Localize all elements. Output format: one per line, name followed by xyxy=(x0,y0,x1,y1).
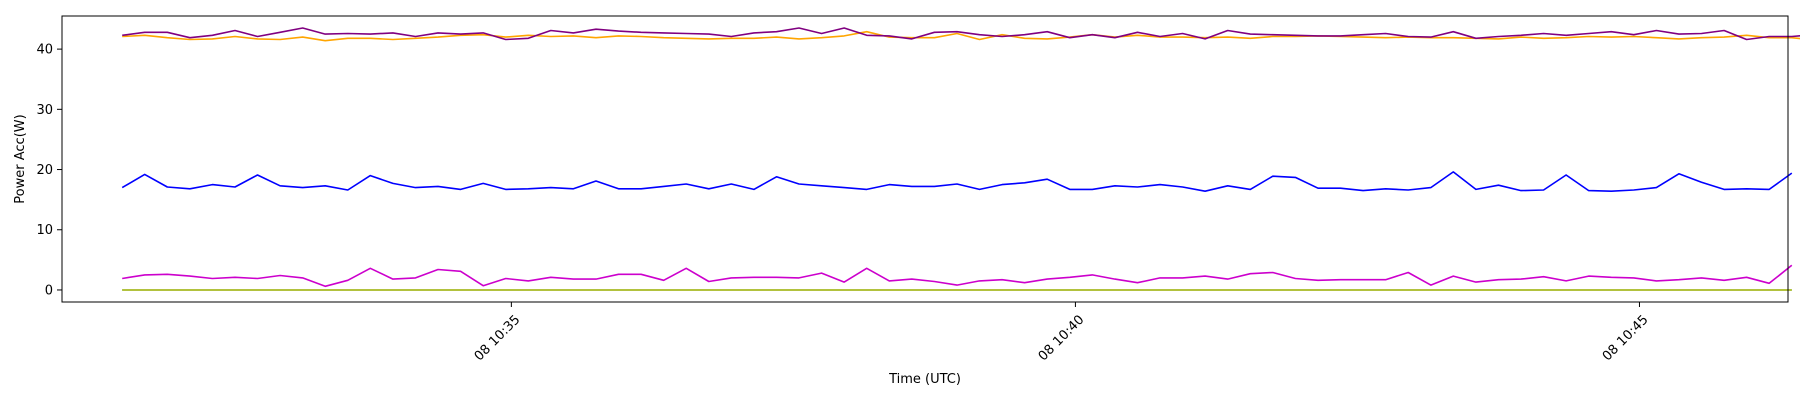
y-axis-label: Power Acc(W) xyxy=(13,114,28,203)
series-line-2 xyxy=(122,27,1800,41)
y-tick-label: 10 xyxy=(36,223,53,238)
series-line-1 xyxy=(122,30,1800,42)
x-tick-label: 08 10:35 xyxy=(472,312,524,364)
x-tick-label: 08 10:40 xyxy=(1036,312,1088,364)
y-tick-label: 0 xyxy=(45,283,53,298)
series-line-3 xyxy=(121,171,1793,192)
y-tick-label: 40 xyxy=(36,43,53,58)
x-tick-label: 08 10:45 xyxy=(1600,312,1652,364)
x-axis-label: Time (UTC) xyxy=(888,372,961,387)
series-layer xyxy=(121,27,1800,291)
tick-layer: 0 10 20 30 40 08 10:35 08 10:40 08 10:45 xyxy=(36,43,1651,365)
plot-frame xyxy=(61,15,1789,303)
series-line-4 xyxy=(122,264,1793,288)
y-tick-label: 20 xyxy=(36,163,53,178)
y-tick-label: 30 xyxy=(36,103,53,118)
